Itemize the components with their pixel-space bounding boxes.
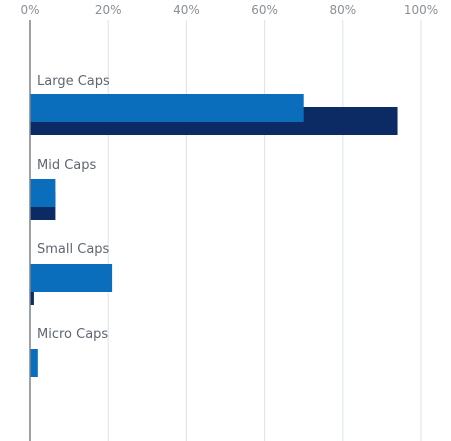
x-tick-label: 80% <box>329 3 356 17</box>
x-tick-label: 40% <box>173 3 200 17</box>
bar-large-caps-series-1 <box>30 94 304 122</box>
category-label: Large Caps <box>37 74 110 89</box>
bar-small-caps-series-1 <box>30 264 113 292</box>
grid-lines <box>107 20 422 441</box>
category-label: Mid Caps <box>37 158 97 173</box>
x-tick-label: 20% <box>95 3 122 17</box>
category-label: Micro Caps <box>37 327 108 342</box>
x-tick-label: 60% <box>251 3 278 17</box>
category-labels: Large Caps Mid Caps Small Caps Micro Caps <box>37 74 110 342</box>
category-label: Small Caps <box>37 242 110 257</box>
bars <box>30 94 398 377</box>
bar-mid-caps-series-1 <box>30 179 56 207</box>
x-tick-label: 0% <box>20 3 39 17</box>
x-axis-ticks: 0% 20% 40% 60% 80% 100% <box>20 3 438 17</box>
x-tick-label: 100% <box>404 3 438 17</box>
bar-micro-caps-series-1 <box>30 349 38 377</box>
